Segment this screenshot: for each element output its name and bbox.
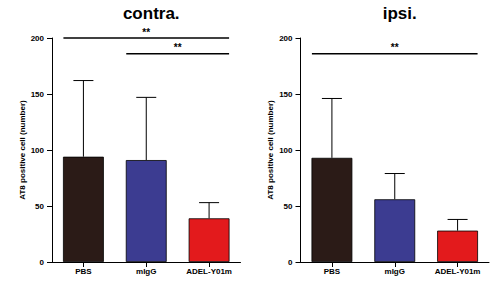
svg-text:mIgG: mIgG — [385, 267, 405, 276]
svg-text:**: ** — [142, 27, 150, 38]
svg-text:150: 150 — [279, 90, 293, 99]
svg-text:mIgG: mIgG — [136, 267, 156, 276]
svg-text:contra.: contra. — [123, 4, 180, 23]
svg-text:AT8 positive cell (number): AT8 positive cell (number) — [266, 100, 275, 200]
svg-text:PBS: PBS — [324, 267, 341, 276]
svg-text:150: 150 — [31, 90, 45, 99]
svg-text:ADEL-Y01m: ADEL-Y01m — [435, 267, 481, 276]
svg-text:AT8 positive cell (number): AT8 positive cell (number) — [18, 100, 27, 200]
svg-text:ADEL-Y01m: ADEL-Y01m — [186, 267, 232, 276]
svg-text:200: 200 — [31, 34, 45, 43]
svg-text:0: 0 — [288, 258, 293, 267]
svg-text:0: 0 — [40, 258, 45, 267]
svg-text:50: 50 — [284, 202, 293, 211]
svg-text:100: 100 — [31, 146, 45, 155]
svg-text:**: ** — [174, 42, 182, 53]
svg-text:200: 200 — [279, 34, 293, 43]
svg-text:**: ** — [391, 42, 399, 53]
svg-text:50: 50 — [35, 202, 44, 211]
svg-text:ipsi.: ipsi. — [383, 4, 417, 23]
svg-text:100: 100 — [279, 146, 293, 155]
svg-text:PBS: PBS — [75, 267, 92, 276]
